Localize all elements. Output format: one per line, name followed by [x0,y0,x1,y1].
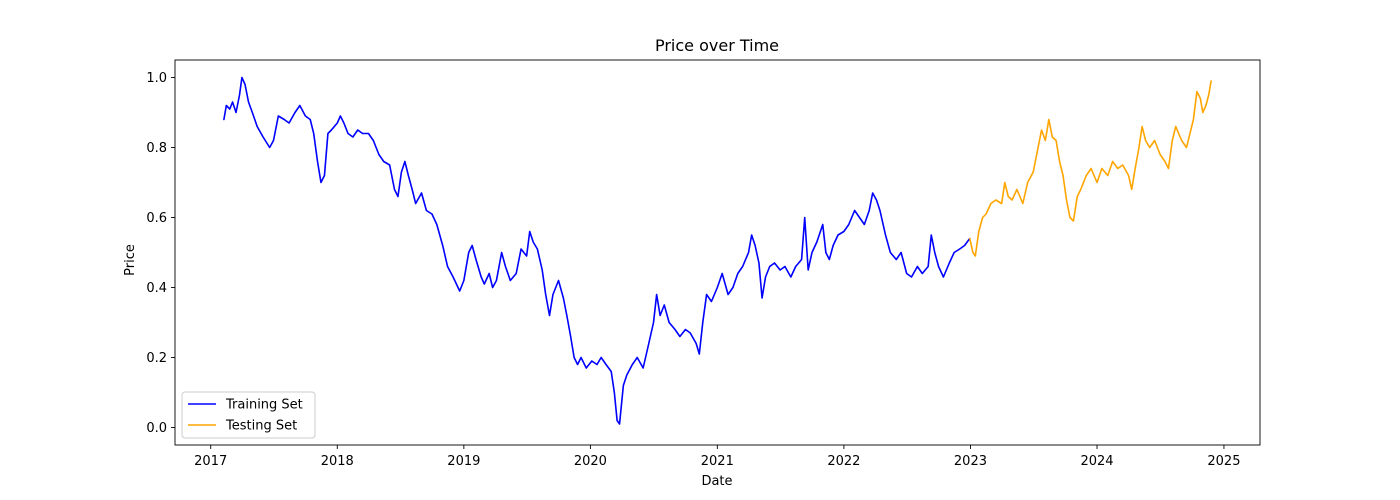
y-tick-label: 0.4 [146,281,167,296]
legend-label-testing: Testing Set [225,419,297,434]
x-tick-label: 2025 [1207,454,1240,469]
y-axis-label: Price [123,244,138,276]
series-line-testing [968,80,1212,257]
plot-area: 2017 2018 2019 2020 2021 2022 2023 2024 2025 0.0 0… [146,59,1261,469]
x-tick-label: 2022 [827,454,860,469]
y-tick-label: 0.6 [146,211,167,226]
chart-title: Price over Time [655,36,779,55]
y-tick-label: 0.2 [146,351,167,366]
x-tick-label: 2019 [447,454,480,469]
series-line-training [223,76,971,425]
y-tick-label: 0.0 [146,421,167,436]
x-tick-label: 2024 [1080,454,1113,469]
x-tick-label: 2023 [954,454,987,469]
x-tick-label: 2018 [321,454,354,469]
legend-label-training: Training Set [225,398,303,413]
legend: Training Set Testing Set [181,391,316,439]
x-tick-label: 2020 [574,454,607,469]
y-tick-label: 0.8 [146,141,167,156]
x-tick-label: 2021 [701,454,734,469]
y-tick-label: 1.0 [146,71,167,86]
x-axis-label: Date [701,474,732,489]
x-tick-label: 2017 [194,454,227,469]
